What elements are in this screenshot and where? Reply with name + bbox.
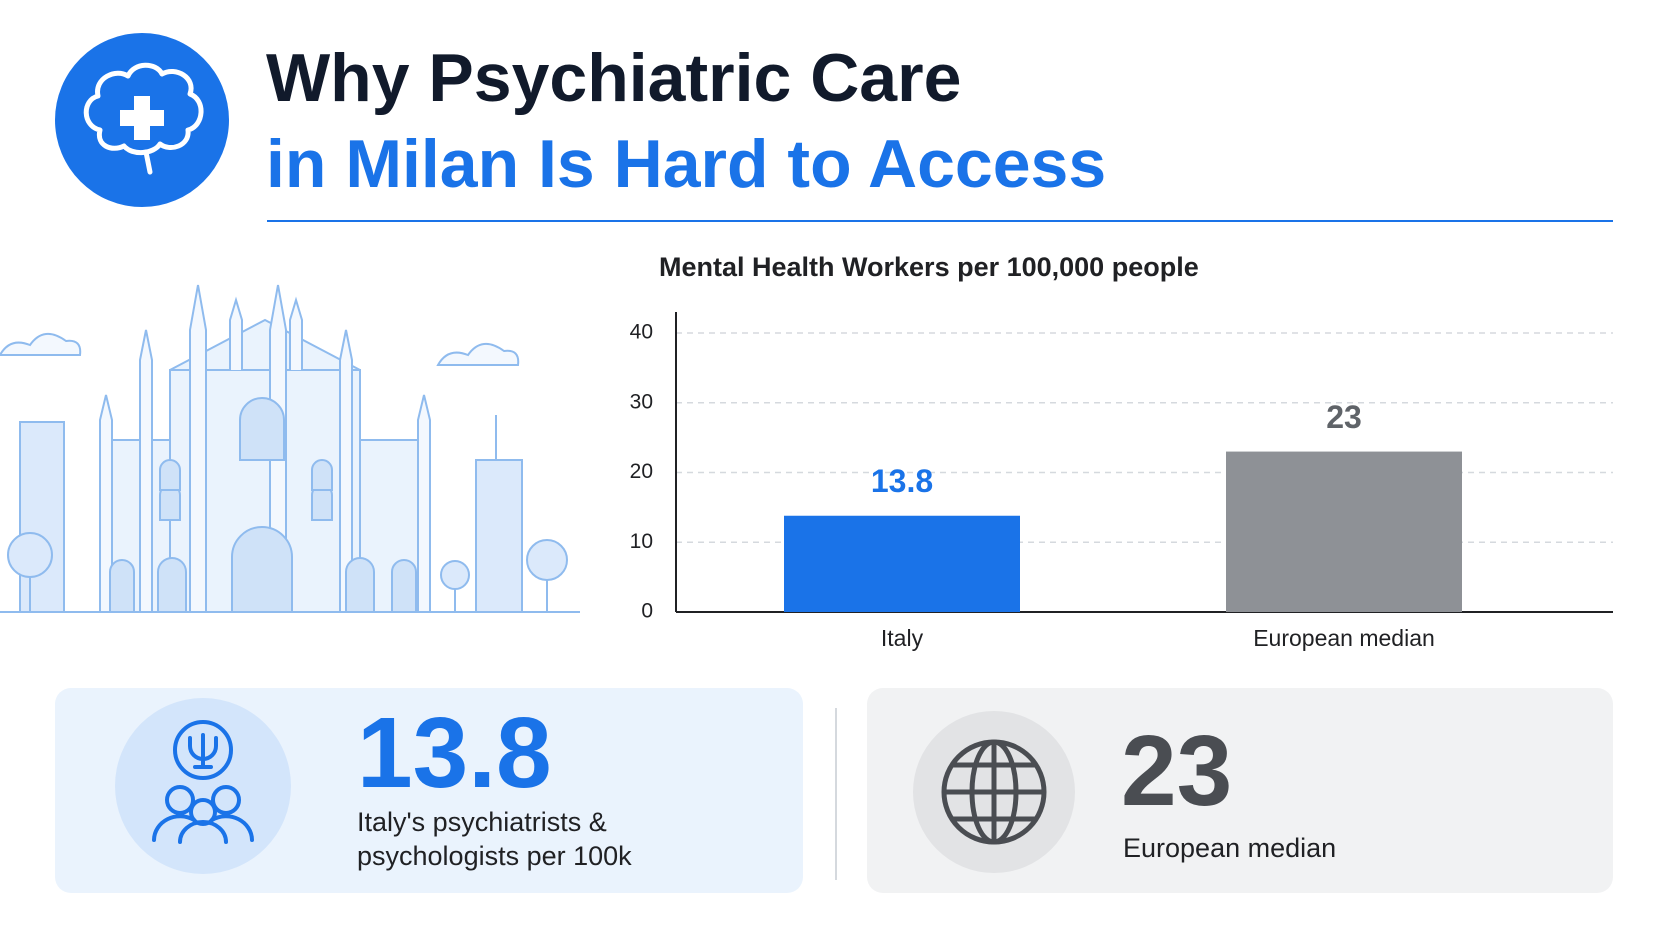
- bar-chart: 0 10 20 30 40 Italy 13.8 European median 23: [630, 312, 1613, 651]
- milan-cathedral-illustration: [0, 284, 580, 613]
- title-line-1: Why Psychiatric Care: [266, 40, 961, 116]
- bar-value-label: 23: [1326, 399, 1362, 435]
- stat-value: 23: [1121, 715, 1232, 827]
- stat-label: European median: [1123, 833, 1337, 863]
- chart-title: Mental Health Workers per 100,000 people: [659, 252, 1199, 282]
- bar: [1226, 451, 1462, 612]
- globe-icon: [913, 711, 1075, 873]
- y-tick-label: 30: [630, 390, 653, 413]
- stat-label: Italy's psychiatrists & psychologists pe…: [357, 807, 632, 871]
- x-tick-label: European median: [1253, 625, 1435, 651]
- y-tick-label: 20: [630, 460, 653, 483]
- stat-value: 13.8: [357, 697, 552, 809]
- psychology-icon: [115, 698, 291, 874]
- brain-icon: [55, 33, 229, 207]
- bar: [784, 515, 1020, 612]
- bar-value-label: 13.8: [871, 463, 933, 499]
- title-line-2: in Milan Is Hard to Access: [266, 126, 1106, 202]
- y-tick-label: 10: [630, 530, 653, 553]
- y-tick-label: 0: [641, 600, 653, 623]
- x-tick-label: Italy: [881, 625, 924, 651]
- y-tick-label: 40: [630, 321, 653, 344]
